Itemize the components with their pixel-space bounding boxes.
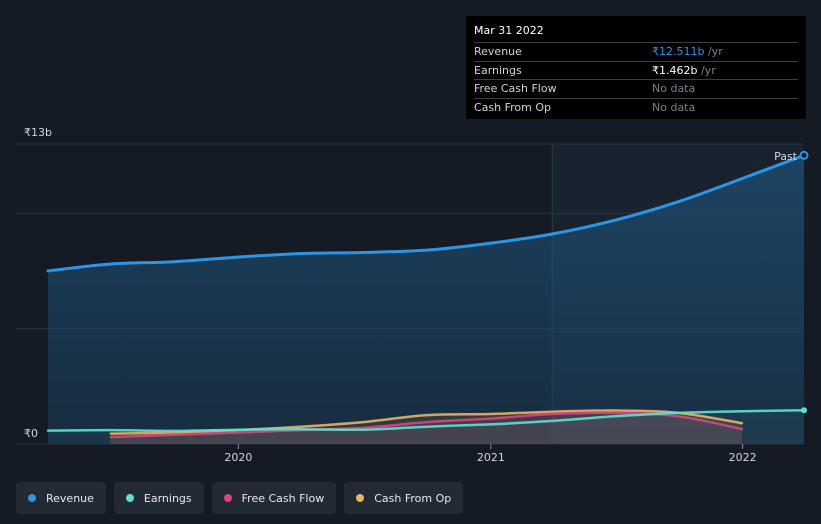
tooltip-value: No data [652,82,696,95]
series-lines [46,153,806,439]
tooltip-label: Revenue [474,45,522,58]
legend-label: Free Cash Flow [241,491,325,505]
tooltip-value: ₹12.511b [652,45,705,58]
legend-label: Revenue [46,491,94,505]
legend: Revenue Earnings Free Cash Flow Cash Fro… [16,482,464,514]
tooltip-label: Cash From Op [474,100,552,114]
series-area-revenue [48,155,804,445]
legend-label: Cash From Op [374,491,452,505]
chart-area: 2020 2021 2022 ₹13b ₹0 Past [16,126,809,464]
legend-dot-icon [28,494,36,502]
past-label: Past [774,150,798,163]
series-area-free-cash-flow [110,412,742,444]
legend-dot-icon [356,494,365,502]
tooltip-panel: Mar 31 2022 Revenue ₹12.511b /yr Earning… [466,16,806,119]
series-line-free-cash-flow [109,411,744,439]
legend-item-revenue[interactable]: Revenue [16,482,106,514]
series-areas [48,155,804,445]
tooltip-unit: /yr [704,45,723,58]
tooltip-value: No data [652,100,696,114]
tooltip-row-earnings: Earnings ₹1.462b /yr [474,60,798,80]
y-axis-bottom-label: ₹0 [24,427,38,440]
y-axis-top-label: ₹13b [24,126,52,139]
tooltip-label: Earnings [474,63,522,77]
legend-item-earnings[interactable]: Earnings [113,482,204,514]
tooltip-label: Free Cash Flow [474,82,557,95]
tooltip-row-cfo: Cash From Op No data [474,97,798,117]
tooltip-row-fcf: Free Cash Flow No data [474,79,798,98]
legend-label: Earnings [143,491,192,505]
x-axis-ticks: 2020 2021 2022 [224,444,757,464]
tooltip-row-revenue: Revenue ₹12.511b /yr [474,42,798,61]
series-line-earnings [46,409,806,433]
legend-item-free-cash-flow[interactable]: Free Cash Flow [211,482,337,514]
earnings-end-marker [801,407,807,414]
revenue-end-marker [799,150,809,160]
legend-dot-icon [223,494,232,502]
tooltip-value: ₹1.462b [652,63,698,77]
tooltip-unit: /yr [697,63,716,77]
x-tick-label: 2021 [477,451,505,464]
tooltip-date: Mar 31 2022 [474,24,544,37]
x-tick-label: 2020 [224,451,252,464]
legend-dot-icon [125,494,134,502]
x-tick-label: 2022 [729,451,757,464]
series-line-revenue [46,153,806,273]
legend-item-cash-from-op[interactable]: Cash From Op [344,482,464,514]
